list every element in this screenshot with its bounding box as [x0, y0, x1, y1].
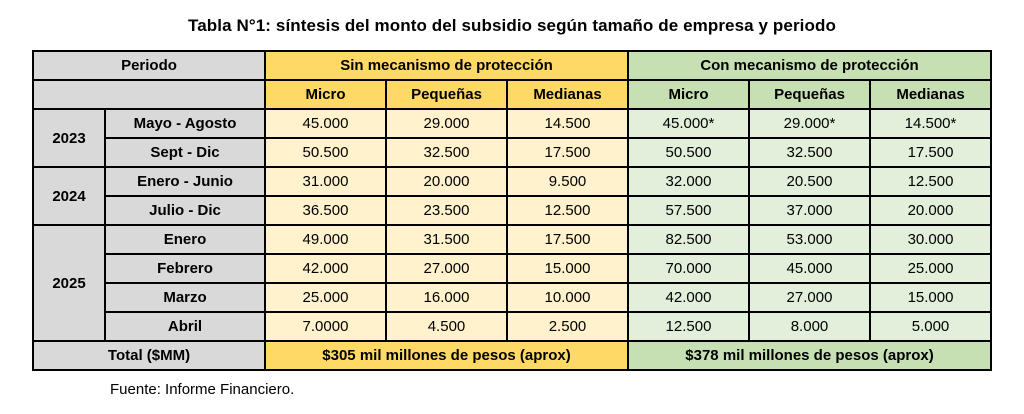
value-cell: 70.000 — [627, 253, 750, 284]
value-cell: 45.000 — [748, 253, 871, 284]
period-cell: Mayo - Agosto — [104, 108, 266, 139]
group-header-con: Con mecanismo de protección — [626, 50, 993, 81]
period-cell: Enero — [104, 224, 266, 255]
year-cell-2024: 2024 — [32, 166, 106, 226]
header-row-subcols: Micro Pequeñas Medianas Micro Pequeñas M… — [32, 79, 993, 110]
table-row: Sept - Dic 50.500 32.500 17.500 50.500 3… — [33, 137, 993, 168]
value-cell: 27.000 — [748, 282, 871, 313]
period-cell: Sept - Dic — [104, 137, 266, 168]
table-row: 2024 Enero - Junio 31.000 20.000 9.500 3… — [32, 166, 993, 226]
subcol-header-sin-medianas: Medianas — [506, 79, 629, 110]
value-cell: 16.000 — [385, 282, 508, 313]
period-cell: Marzo — [104, 282, 266, 313]
value-cell: 20.000 — [868, 195, 993, 226]
header-row-groups: Periodo Sin mecanismo de protección Con … — [32, 50, 993, 81]
table-title: Tabla N°1: síntesis del monto del subsid… — [188, 16, 836, 35]
subcol-header-con-medianas: Medianas — [868, 79, 993, 110]
period-cell: Enero - Junio — [104, 166, 266, 197]
table-row: Marzo 25.000 16.000 10.000 42.000 27.000… — [33, 282, 993, 313]
year-cell-2023: 2023 — [32, 108, 106, 168]
table-row: Febrero 42.000 27.000 15.000 70.000 45.0… — [33, 253, 993, 284]
value-cell: 82.500 — [627, 224, 750, 255]
table-row: 2025 Enero 49.000 31.500 17.500 82.500 5… — [32, 224, 993, 342]
subcol-header-sin-pequenas: Pequeñas — [385, 79, 508, 110]
period-header-cell: Periodo — [32, 50, 266, 81]
total-row: Total ($MM) $305 mil millones de pesos (… — [32, 340, 993, 371]
value-cell: 37.000 — [748, 195, 871, 226]
value-cell: 2.500 — [506, 311, 629, 342]
value-cell: 8.000 — [748, 311, 871, 342]
value-cell: 10.000 — [506, 282, 629, 313]
value-cell: 30.000 — [868, 224, 993, 255]
value-cell: 20.500 — [748, 166, 871, 197]
value-cell: 14.500 — [506, 108, 629, 139]
subsidy-table: Periodo Sin mecanismo de protección Con … — [32, 50, 993, 371]
table-row: Abril 7.0000 4.500 2.500 12.500 8.000 5.… — [33, 311, 993, 342]
value-cell: 45.000 — [264, 108, 387, 139]
value-cell: 17.500 — [868, 137, 993, 168]
subcol-header-con-micro: Micro — [627, 79, 750, 110]
value-cell: 32.500 — [385, 137, 508, 168]
value-cell: 53.000 — [748, 224, 871, 255]
value-cell: 49.000 — [264, 224, 387, 255]
value-cell: 57.500 — [627, 195, 750, 226]
value-cell: 5.000 — [868, 311, 993, 342]
value-cell: 23.500 — [385, 195, 508, 226]
value-cell: 25.000 — [264, 282, 387, 313]
value-cell: 42.000 — [264, 253, 387, 284]
value-cell: 12.500 — [506, 195, 629, 226]
value-cell: 17.500 — [506, 224, 629, 255]
value-cell: 32.500 — [748, 137, 871, 168]
value-cell: 36.500 — [264, 195, 387, 226]
total-label-cell: Total ($MM) — [32, 340, 266, 371]
table-row: Julio - Dic 36.500 23.500 12.500 57.500 … — [33, 195, 993, 226]
value-cell: 9.500 — [506, 166, 629, 197]
value-cell: 27.000 — [385, 253, 508, 284]
value-cell: 50.500 — [627, 137, 750, 168]
value-cell: 15.000 — [506, 253, 629, 284]
period-cell: Julio - Dic — [104, 195, 266, 226]
group-header-sin: Sin mecanismo de protección — [264, 50, 629, 81]
table-row: 2023 Mayo - Agosto 45.000 29.000 14.500 … — [32, 108, 993, 168]
total-sin-cell: $305 mil millones de pesos (aprox) — [264, 340, 629, 371]
value-cell: 45.000* — [627, 108, 750, 139]
value-cell: 14.500* — [868, 108, 993, 139]
value-cell: 42.000 — [627, 282, 750, 313]
value-cell: 32.000 — [627, 166, 750, 197]
value-cell: 17.500 — [506, 137, 629, 168]
period-header-spacer — [32, 79, 266, 110]
value-cell: 12.500 — [868, 166, 993, 197]
total-con-cell: $378 mil millones de pesos (aprox) — [626, 340, 993, 371]
value-cell: 31.000 — [264, 166, 387, 197]
year-cell-2025: 2025 — [32, 224, 106, 342]
period-cell: Abril — [104, 311, 266, 342]
value-cell: 50.500 — [264, 137, 387, 168]
value-cell: 20.000 — [385, 166, 508, 197]
subcol-header-con-pequenas: Pequeñas — [748, 79, 871, 110]
value-cell: 25.000 — [868, 253, 993, 284]
value-cell: 29.000* — [748, 108, 871, 139]
value-cell: 4.500 — [385, 311, 508, 342]
source-note: Fuente: Informe Financiero. — [110, 381, 295, 398]
value-cell: 31.500 — [385, 224, 508, 255]
subcol-header-sin-micro: Micro — [264, 79, 387, 110]
value-cell: 12.500 — [627, 311, 750, 342]
value-cell: 15.000 — [868, 282, 993, 313]
value-cell: 29.000 — [385, 108, 508, 139]
value-cell: 7.0000 — [264, 311, 387, 342]
period-cell: Febrero — [104, 253, 266, 284]
